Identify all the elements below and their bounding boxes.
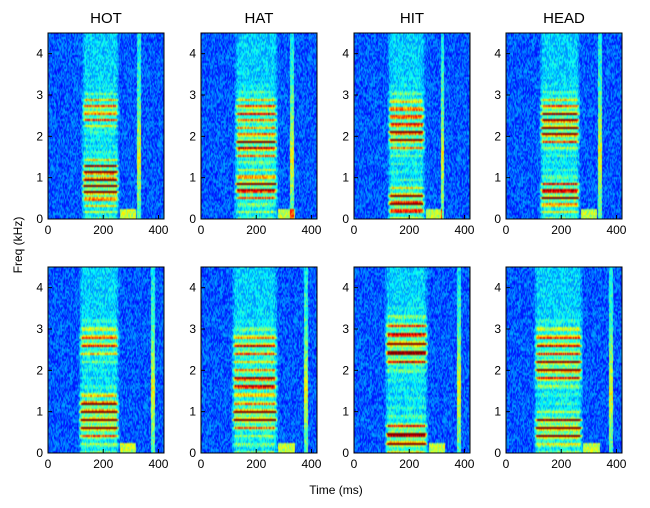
x-tick-label: 200 <box>399 223 419 237</box>
panel-frame <box>47 266 165 454</box>
y-tick-label: 4 <box>36 281 43 295</box>
y-tick-label: 0 <box>36 212 43 226</box>
y-tick-label: 0 <box>494 446 501 460</box>
panel-frame <box>353 32 471 220</box>
x-tick-label: 400 <box>454 223 474 237</box>
spectrogram-image <box>354 267 470 453</box>
panel-title: HOT <box>90 10 122 27</box>
spectrogram-panel: 0 1 2 3 4 0 200 400 <box>342 266 475 471</box>
spectrogram-panel: 0 1 2 3 4 0 200 400 <box>36 266 169 471</box>
x-tick-label: 400 <box>148 457 168 471</box>
y-tick-label: 0 <box>494 212 501 226</box>
x-tick-label: 0 <box>503 457 510 471</box>
spectrogram-image <box>201 267 317 453</box>
panel-frame <box>200 266 318 454</box>
y-tick-label: 3 <box>189 88 196 102</box>
x-tick-label: 200 <box>246 223 266 237</box>
y-tick-label: 1 <box>342 405 349 419</box>
panel-frame <box>505 266 623 454</box>
y-tick-label: 2 <box>494 363 501 377</box>
x-tick-label: 400 <box>606 223 626 237</box>
x-tick-label: 200 <box>551 457 571 471</box>
y-tick-label: 3 <box>189 322 196 336</box>
x-tick-label: 0 <box>45 223 52 237</box>
x-tick-label: 400 <box>301 223 321 237</box>
spectrogram-image <box>48 33 164 219</box>
y-tick-label: 2 <box>342 363 349 377</box>
spectrogram-panel: HOT 0 1 2 3 4 0 200 400 <box>36 10 168 237</box>
y-tick-label: 1 <box>494 171 501 185</box>
panel-title: HIT <box>400 10 424 27</box>
x-tick-label: 400 <box>301 457 321 471</box>
x-tick-label: 0 <box>198 223 205 237</box>
x-tick-label: 200 <box>399 457 419 471</box>
x-tick-label: 400 <box>454 457 474 471</box>
spectrogram-image <box>506 33 622 219</box>
spectrogram-image <box>506 267 622 453</box>
y-tick-label: 4 <box>342 281 349 295</box>
y-tick-label: 2 <box>36 363 43 377</box>
y-tick-label: 2 <box>189 363 196 377</box>
y-tick-label: 2 <box>494 129 501 143</box>
y-tick-label: 3 <box>494 88 501 102</box>
panel-frame <box>47 32 165 220</box>
x-tick-label: 200 <box>93 457 113 471</box>
y-tick-label: 3 <box>342 322 349 336</box>
x-tick-label: 200 <box>551 223 571 237</box>
y-tick-label: 0 <box>342 446 349 460</box>
x-tick-label: 0 <box>351 223 358 237</box>
y-tick-label: 1 <box>189 405 196 419</box>
spectrogram-panel: HEAD 0 1 2 3 4 0 200 400 <box>494 10 626 237</box>
y-tick-label: 3 <box>494 322 501 336</box>
y-tick-label: 0 <box>189 446 196 460</box>
spectrogram-image <box>48 267 164 453</box>
y-tick-label: 0 <box>36 446 43 460</box>
spectrogram-image <box>354 33 470 219</box>
panel-frame <box>353 266 471 454</box>
y-tick-label: 3 <box>342 88 349 102</box>
spectrogram-panel: 0 1 2 3 4 0 200 400 <box>494 266 627 471</box>
x-axis-label: Time (ms) <box>309 483 363 497</box>
x-tick-label: 0 <box>45 457 52 471</box>
y-tick-label: 4 <box>494 281 501 295</box>
x-tick-label: 200 <box>93 223 113 237</box>
panel-title: HAT <box>245 10 274 27</box>
y-tick-label: 3 <box>36 88 43 102</box>
spectrogram-image <box>201 33 317 219</box>
y-tick-label: 4 <box>342 47 349 61</box>
x-tick-label: 0 <box>198 457 205 471</box>
y-tick-label: 2 <box>342 129 349 143</box>
y-tick-label: 4 <box>36 47 43 61</box>
panel-frame <box>505 32 623 220</box>
y-axis-label: Freq (kHz) <box>11 217 25 274</box>
y-tick-label: 3 <box>36 322 43 336</box>
x-tick-label: 400 <box>606 457 626 471</box>
y-tick-label: 1 <box>36 171 43 185</box>
panel-title: HEAD <box>543 10 585 27</box>
y-tick-label: 1 <box>36 405 43 419</box>
y-tick-label: 0 <box>342 212 349 226</box>
y-tick-label: 4 <box>189 47 196 61</box>
panel-frame <box>200 32 318 220</box>
x-tick-label: 0 <box>503 223 510 237</box>
y-tick-label: 4 <box>494 47 501 61</box>
spectrogram-panel: 0 1 2 3 4 0 200 400 <box>189 266 322 471</box>
y-tick-label: 1 <box>189 171 196 185</box>
y-tick-label: 4 <box>189 281 196 295</box>
spectrogram-panel: HAT 0 1 2 3 4 0 200 400 <box>189 10 321 237</box>
spectrogram-panel: HIT 0 1 2 3 4 0 200 400 <box>342 10 474 237</box>
x-tick-label: 0 <box>351 457 358 471</box>
y-tick-label: 0 <box>189 212 196 226</box>
y-tick-label: 2 <box>189 129 196 143</box>
y-tick-label: 2 <box>36 129 43 143</box>
x-tick-label: 200 <box>246 457 266 471</box>
x-tick-label: 400 <box>148 223 168 237</box>
y-tick-label: 1 <box>342 171 349 185</box>
y-tick-label: 1 <box>494 405 501 419</box>
